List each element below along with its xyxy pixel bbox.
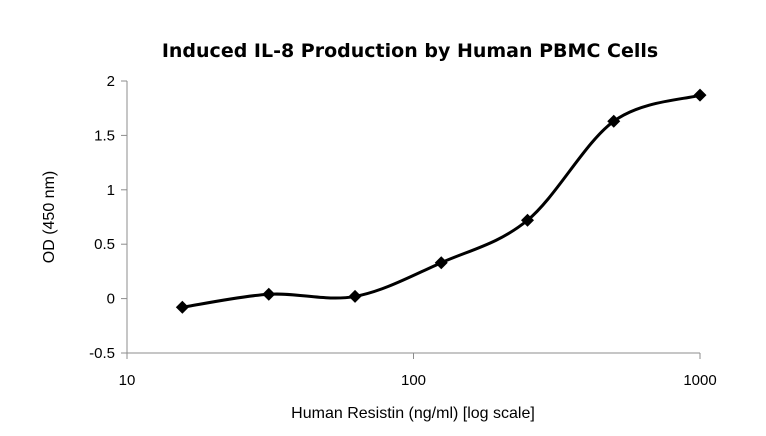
chart-title: Induced IL-8 Production by Human PBMC Ce… (162, 40, 658, 62)
y-axis-label: OD (450 nm) (41, 171, 58, 263)
y-tick-label: 1 (107, 182, 115, 199)
y-tick-group: -0.5 0 0.5 1 1.5 2 (89, 73, 127, 362)
data-point-marker (693, 88, 707, 102)
x-tick-label: 10 (119, 372, 136, 389)
x-axis: 10 100 1000 (119, 352, 717, 389)
data-point-marker (607, 114, 621, 128)
y-tick-label: 0 (107, 291, 115, 308)
data-point-marker (434, 256, 448, 270)
x-tick-label: 100 (401, 372, 426, 389)
x-axis-label: Human Resistin (ng/ml) [log scale] (291, 405, 535, 422)
plot-area (175, 88, 707, 314)
x-tick-group: 10 100 1000 (119, 353, 717, 389)
data-point-marker (348, 289, 362, 303)
y-axis: -0.5 0 0.5 1 1.5 2 (89, 73, 128, 362)
data-point-marker (521, 213, 535, 227)
y-tick-label: 1.5 (94, 127, 115, 144)
y-tick-label: 0.5 (94, 236, 115, 253)
data-point-marker (175, 300, 189, 314)
data-point-marker (262, 287, 276, 301)
series-line (180, 93, 702, 309)
y-tick-label: 2 (107, 73, 115, 90)
x-tick-label: 1000 (683, 372, 716, 389)
y-tick-label: -0.5 (89, 345, 115, 362)
